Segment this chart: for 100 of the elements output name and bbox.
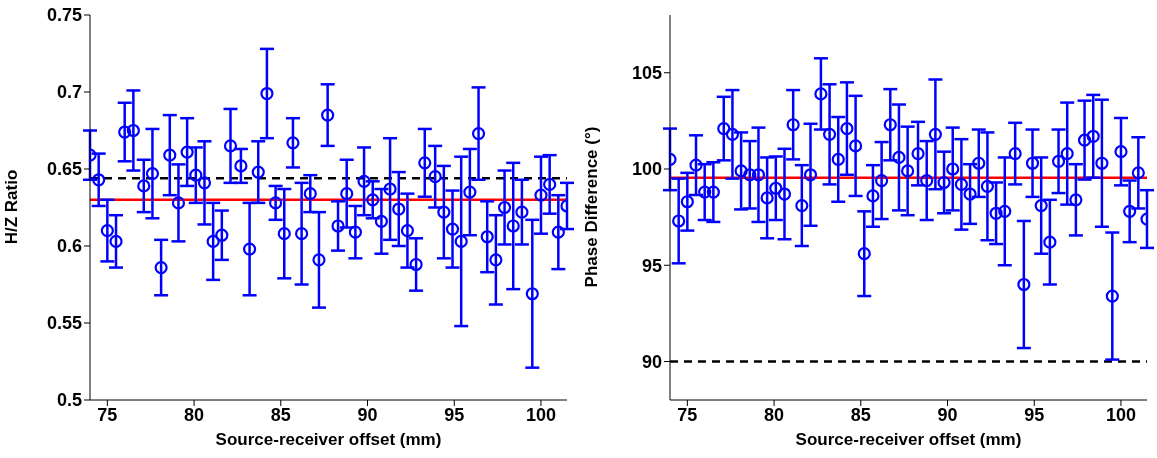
point — [445, 222, 460, 236]
point — [506, 219, 520, 233]
point — [1025, 156, 1040, 170]
point — [118, 125, 132, 139]
point — [795, 198, 809, 213]
x-tick-label: 95 — [1024, 404, 1045, 425]
point — [1131, 166, 1145, 180]
point — [515, 205, 529, 219]
point — [269, 196, 283, 210]
point — [1114, 145, 1128, 159]
y-tick-label: 100 — [631, 159, 662, 180]
point — [734, 164, 748, 178]
point — [497, 200, 512, 215]
x-axis-title: Source-receiver offset (mm) — [794, 430, 1023, 450]
point — [100, 224, 114, 238]
y-tick-label: 0.65 — [46, 159, 82, 180]
point — [525, 287, 539, 301]
point — [489, 253, 503, 267]
point — [260, 86, 274, 101]
point — [760, 191, 774, 205]
point — [717, 121, 731, 136]
point — [883, 118, 897, 132]
point — [154, 260, 168, 275]
point — [92, 173, 106, 187]
point — [126, 123, 140, 138]
point — [857, 247, 871, 261]
point — [1069, 193, 1083, 207]
y-tick-label: 0.7 — [56, 82, 82, 103]
point — [725, 127, 740, 141]
x-tick-label: 75 — [97, 404, 118, 425]
point — [989, 206, 1003, 220]
x-tick-label: 95 — [444, 404, 465, 425]
point — [840, 121, 854, 136]
point — [383, 182, 397, 196]
point — [321, 108, 335, 122]
y-axis-title: Phase Difference (°) — [582, 126, 602, 288]
point — [215, 228, 229, 242]
y-tick-label: 95 — [641, 255, 662, 276]
point — [814, 87, 828, 101]
point — [534, 188, 548, 202]
y-tick-label: 90 — [641, 351, 662, 372]
point — [1008, 147, 1022, 161]
x-tick-label: 85 — [270, 404, 291, 425]
x-tick-label: 90 — [357, 404, 378, 425]
point — [543, 177, 557, 191]
point — [698, 185, 712, 199]
point — [109, 234, 123, 248]
x-tick-label: 100 — [1105, 404, 1137, 425]
point — [680, 195, 694, 209]
point — [366, 193, 380, 207]
point — [786, 118, 800, 132]
point — [206, 234, 220, 248]
point — [751, 168, 766, 182]
x-tick-label: 80 — [764, 404, 785, 425]
point — [189, 168, 203, 182]
point — [954, 177, 968, 191]
point — [980, 179, 995, 193]
point — [312, 253, 326, 267]
point — [831, 152, 845, 166]
point — [137, 179, 151, 193]
point — [849, 139, 863, 153]
point — [180, 145, 194, 159]
point — [911, 147, 925, 161]
point — [937, 175, 951, 190]
y-tick-label: 0.6 — [56, 236, 82, 257]
point — [340, 187, 354, 201]
point — [1043, 235, 1057, 249]
point — [875, 173, 889, 188]
point — [374, 214, 388, 228]
x-tick-label: 85 — [850, 404, 871, 425]
point — [1095, 156, 1109, 170]
point — [471, 126, 486, 141]
point — [234, 159, 248, 173]
point — [348, 225, 362, 239]
point — [197, 176, 212, 190]
point — [946, 162, 960, 176]
point — [901, 164, 915, 178]
point — [920, 173, 934, 188]
point — [251, 165, 265, 179]
x-tick-label: 90 — [937, 404, 958, 425]
point — [357, 174, 371, 188]
y-tick-label: 0.55 — [46, 313, 82, 334]
y-axis-title: H/Z Ratio — [2, 169, 22, 245]
point — [1034, 198, 1048, 213]
y-tick-label: 105 — [631, 63, 662, 84]
point — [972, 156, 986, 170]
point — [303, 187, 317, 201]
point — [963, 187, 977, 201]
point — [145, 167, 160, 181]
point — [1017, 277, 1031, 292]
x-axis-title: Source-receiver offset (mm) — [214, 430, 443, 450]
point — [706, 185, 720, 199]
x-tick-label: 75 — [677, 404, 698, 425]
point — [1051, 154, 1066, 168]
point — [689, 158, 703, 172]
point — [463, 185, 477, 199]
point — [437, 205, 451, 219]
point — [1123, 204, 1137, 218]
point — [242, 242, 257, 256]
point — [409, 257, 423, 272]
